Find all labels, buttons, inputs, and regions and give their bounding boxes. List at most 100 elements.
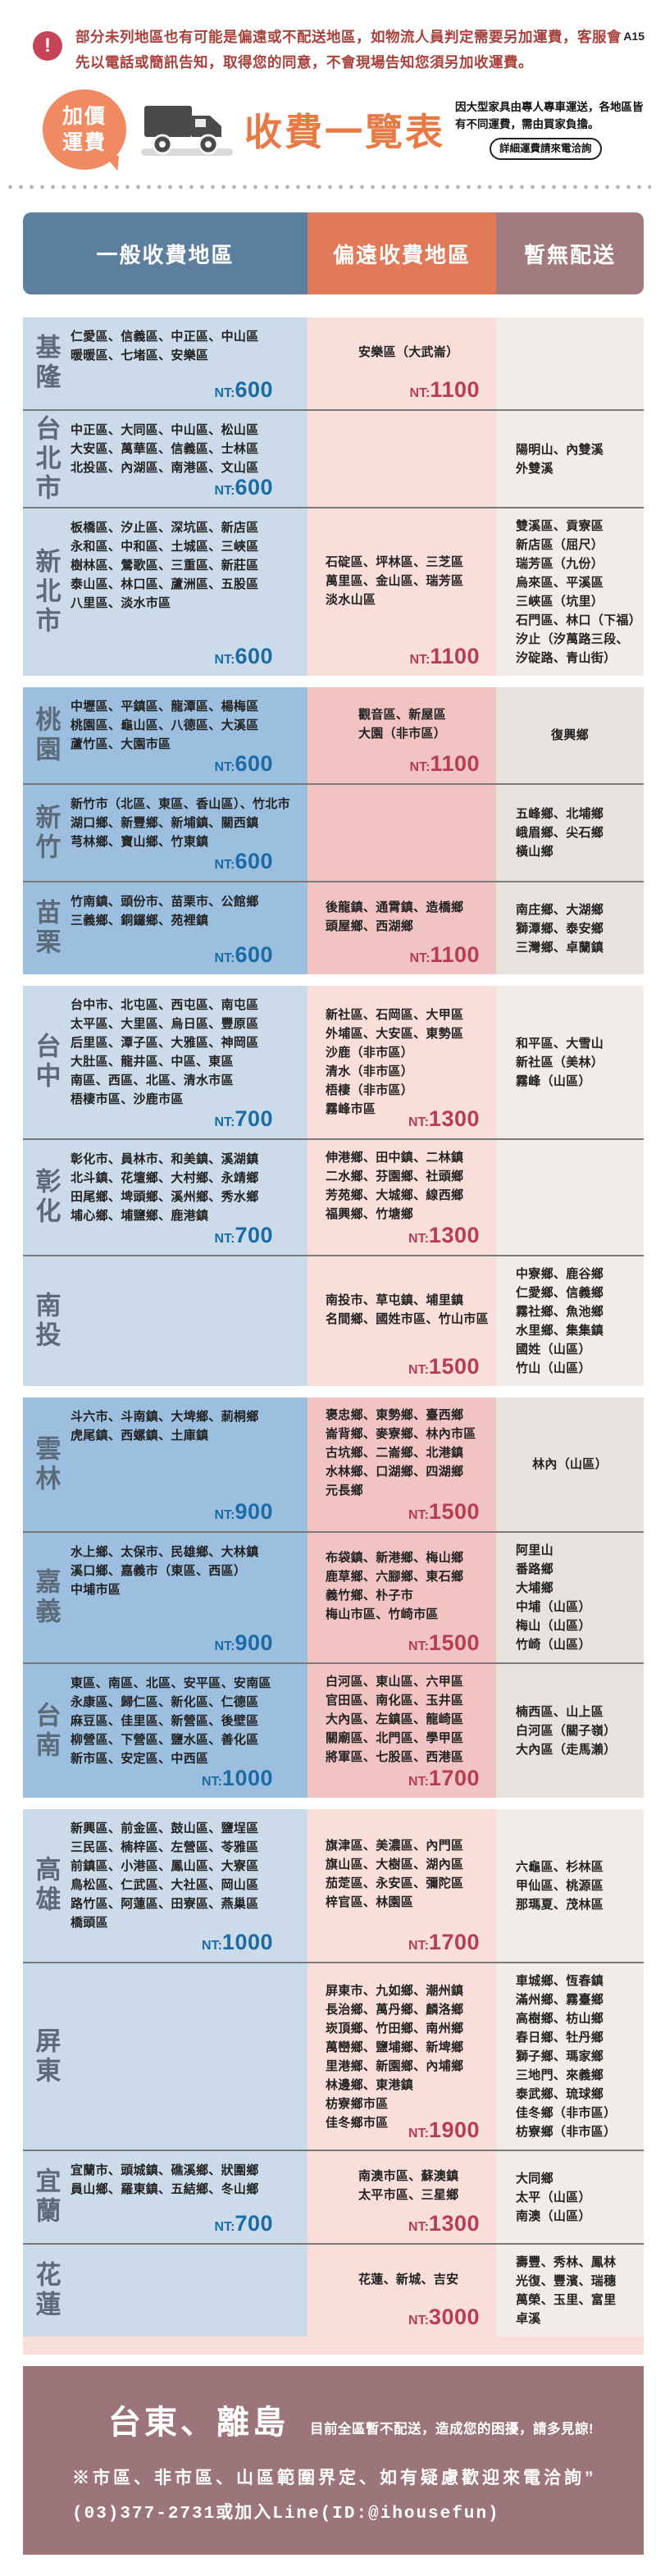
district-line: 芎林鄉、寶山鄉、竹東鎮 [71, 835, 209, 850]
district-line: 橋頭區 [71, 1916, 108, 1931]
district-line: 中正區、大同區、中山區、松山區 [71, 423, 259, 438]
district-list [69, 1256, 308, 1386]
alert-icon: ! [33, 31, 62, 61]
district-line: 高樹鄉、枋山鄉 [516, 2012, 604, 2027]
district-line: 麻豆區、佳里區、新營區、後壁區 [71, 1714, 259, 1729]
fee-card: 高雄 新興區、前金區、鼓山區、鹽埕區 三民區、楠梓區、左營區、苓雅區 前鎮區、小港區、… [23, 1809, 644, 2355]
column-header-remote: 偏遠收費地區 [308, 212, 496, 295]
region-label: 新竹 [31, 803, 61, 863]
district-line: 霧峰（山區） [516, 1074, 591, 1088]
region-label: 台北市 [31, 414, 61, 504]
district-line: 泰武鄉、琉球鄉 [516, 2087, 604, 2102]
general-cell: 台南 東區、南區、北區、安平區、安南區 永康區、歸仁區、新化區、仁德區 麻豆區、佳里區… [23, 1664, 308, 1799]
price-tag: NT:1500 [408, 1630, 480, 1656]
price-tag: NT:900 [214, 1630, 273, 1656]
district-list [69, 1963, 308, 2150]
district-line: 屏東市、九如鄉、潮州鎮 [326, 1983, 464, 1998]
district-line: 關廟區、北門區、學甲區 [326, 1731, 464, 1746]
district-line: 國姓（山區） [516, 1343, 591, 1357]
district-line: 東區、南區、北區、安平區、安南區 [71, 1676, 271, 1691]
general-cell: 桃園 中壢區、平鎮區、龍潭區、楊梅區 桃園區、龜山區、八德區、大溪區 蘆竹區、大園市區… [23, 687, 308, 784]
district-line: 大內區、左鎮區、龍崎區 [326, 1712, 464, 1727]
district-list: 竹南鎮、頭份市、苗栗市、公館鄉 三義鄉、銅鑼鄉、苑裡鎮 [69, 882, 308, 974]
district-list [69, 2245, 308, 2337]
title-caption: 因大型家具由專人專車運送，各地區皆有不同運費，需由買家負擔。 詳細運費請來電洽詢 [455, 99, 649, 161]
district-line: 烏來區、平溪區 [516, 576, 604, 590]
price-tag: NT:600 [214, 475, 273, 500]
district-line: 陽明山、內雙溪 [516, 442, 604, 457]
no-delivery-cell [496, 1140, 644, 1256]
price-tag: NT:1000 [202, 1930, 273, 1955]
district-line: 沙鹿（非市區） [326, 1046, 414, 1060]
district-line: 萬榮、玉里、富里 [516, 2293, 617, 2308]
region-label: 台中 [31, 1033, 61, 1092]
remote-cell: 花蓮、新城、吉安 NT:3000 [308, 2245, 496, 2337]
banner-note: 目前全區暫不配送，造成您的困擾，請多見諒! [310, 2422, 594, 2437]
district-line: 北投區、內湖區、南港區、文山區 [71, 461, 259, 476]
district-line: 旗津區、美濃區、內門區 [326, 1839, 464, 1853]
card-bottom-strip [23, 2337, 644, 2355]
surcharge-notice: ! 部分未列地區也有可能是偏遠或不配送地區，如物流人員判定需要另加運費，客服會先… [33, 25, 623, 75]
district-line: 宜蘭市、頭城鎮、礁溪鄉、狀圍鄉 [71, 2163, 259, 2178]
fee-table: 基隆 仁愛區、信義區、中正區、中山區 暖暖區、七堵區、安樂區 NT:600 安樂區（大武… [0, 317, 656, 2355]
table-row: 基隆 仁愛區、信義區、中正區、中山區 暖暖區、七堵區、安樂區 NT:600 安樂區（大武… [23, 317, 644, 410]
region-label: 彰化 [31, 1168, 61, 1228]
district-line: 布袋鎮、新港鄉、梅山鄉 [326, 1551, 464, 1566]
region-label: 台南 [31, 1701, 61, 1761]
fee-card: 雲林 斗六市、斗南鎮、大埤鄉、莿桐鄉 虎尾鎮、西螺鎮、土庫鎮 NT:900 褒忠鄉、東勢… [23, 1397, 644, 1799]
district-line: 石碇區、坪林區、三芝區 [326, 554, 464, 569]
remote-cell: 伸港鄉、田中鎮、二林鎮 二水鄉、芬園鄉、社頭鄉 芳苑鄉、大城鄉、線西鄉 福興鄉、竹塘鄉… [308, 1140, 496, 1256]
district-line: 佳冬鄉（非市區） [516, 2106, 617, 2121]
district-line: 霧峰市區 [326, 1102, 376, 1117]
district-line: 二水鄉、芬園鄉、社頭鄉 [326, 1169, 464, 1184]
price-tag: NT:1700 [408, 1930, 480, 1955]
remote-cell: 觀音區、新屋區 大園（非市區） NT:1100 [308, 687, 496, 784]
district-line: 清水（非市區） [326, 1065, 414, 1079]
district-line: 觀音區、新屋區 [358, 707, 447, 722]
district-line: 萬巒鄉、鹽埔鄉、新埤鄉 [326, 2040, 464, 2054]
general-cell: 屏東 [23, 1963, 308, 2150]
district-line: 新市區、安定區、中西區 [71, 1752, 209, 1767]
price-tag: NT:1500 [408, 1354, 480, 1379]
district-line: 虎尾鎮、西螺鎮、土庫鎮 [71, 1429, 209, 1443]
district-line: 六龜區、杉林區 [516, 1859, 604, 1874]
remote-cell: 白河區、東山區、六甲區 官田區、南化區、玉井區 大內區、左鎮區、龍崎區 關廟區、北門區… [308, 1664, 496, 1799]
district-line: 溪口鄉、嘉義市（東區、西區） [71, 1564, 247, 1579]
district-line: 水里鄉、集集鎮 [516, 1324, 604, 1338]
call-for-details-pill[interactable]: 詳細運費請來電洽詢 [490, 137, 602, 161]
district-line: 南庄鄉、大湖鄉 [516, 902, 604, 917]
district-line: 斗六市、斗南鎮、大埤鄉、莿桐鄉 [71, 1410, 259, 1425]
district-line: 三地門、來義鄉 [516, 2068, 604, 2083]
district-line: 外雙溪 [516, 461, 554, 476]
table-row: 台中 台中市、北屯區、西屯區、南屯區 太平區、大里區、烏日區、豐原區 后里區、潭子區、… [23, 986, 644, 1139]
district-line: 枋寮鄉（非市區） [516, 2125, 617, 2140]
no-delivery-cell: 南庄鄉、大湖鄉 獅潭鄉、泰安鄉 三灣鄉、卓蘭鎮 [496, 882, 644, 975]
district-line: 仁愛區、信義區、中正區、中山區 [71, 330, 259, 344]
banner-contact[interactable]: (03)377-2731或加入Line(ID:@ihousefun) [72, 2505, 500, 2524]
table-row: 雲林 斗六市、斗南鎮、大埤鄉、莿桐鄉 虎尾鎮、西螺鎮、土庫鎮 NT:900 褒忠鄉、東勢… [23, 1397, 644, 1532]
no-delivery-cell: 大同鄉 太平（山區） 南澳（山區） [496, 2151, 644, 2244]
price-tag: NT:1300 [408, 1223, 480, 1248]
table-row: 屏東 屏東市、九如鄉、潮州鎮 長治鄉、萬丹鄉、麟洛鄉 崁頂鄉、竹田鄉、南州鄉 萬巒鄉、鹽… [23, 1962, 644, 2150]
district-line: 林內（山區） [532, 1457, 608, 1472]
district-list: 中正區、大同區、中山區、松山區 大安區、萬華區、信義區、士林區 北投區、內湖區、南港… [69, 411, 308, 507]
district-list: 宜蘭市、頭城鎮、礁溪鄉、狀圍鄉 員山鄉、羅東鎮、五結鄉、冬山鄉 [69, 2151, 308, 2243]
price-tag: NT:600 [214, 644, 273, 669]
district-line: 梓官區、林園區 [326, 1895, 414, 1910]
banner-disclaimer: ※市區、非市區、山區範圍界定、如有疑慮歡迎來電洽詢” [72, 2469, 597, 2488]
district-line: 萬里區、金山區、瑞芳區 [326, 573, 464, 588]
banner-title: 台東、離島 [108, 2405, 289, 2442]
district-line: 伸港鄉、田中鎮、二林鎮 [326, 1151, 464, 1165]
district-list: 斗六市、斗南鎮、大埤鄉、莿桐鄉 虎尾鎮、西螺鎮、土庫鎮 [69, 1397, 308, 1531]
general-cell: 新北市 板橋區、汐止區、深坑區、新店區 永和區、中和區、土城區、三峽區 樹林區、鶯歌區… [23, 508, 308, 677]
no-delivery-cell: 五峰鄉、北埔鄉 峨眉鄉、尖石鄉 橫山鄉 [496, 785, 644, 882]
district-line: 枋寮鄉市區 [326, 2096, 389, 2111]
district-list: 仁愛區、信義區、中正區、中山區 暖暖區、七堵區、安樂區 [69, 317, 308, 409]
district-line: 白河區、東山區、六甲區 [326, 1675, 464, 1689]
district-line: 五峰鄉、北埔鄉 [516, 807, 604, 822]
district-line: 水林鄉、口湖鄉、四湖鄉 [326, 1465, 464, 1479]
price-tag: NT:1000 [202, 1766, 273, 1791]
district-line: 崁頂鄉、竹田鄉、南州鄉 [326, 2021, 464, 2036]
region-label: 基隆 [31, 334, 61, 394]
title-band: 加價 運費 收費一覽表 因大型家具由專人專車運送，各地區皆有不同運費，需由買家負… [43, 89, 649, 171]
